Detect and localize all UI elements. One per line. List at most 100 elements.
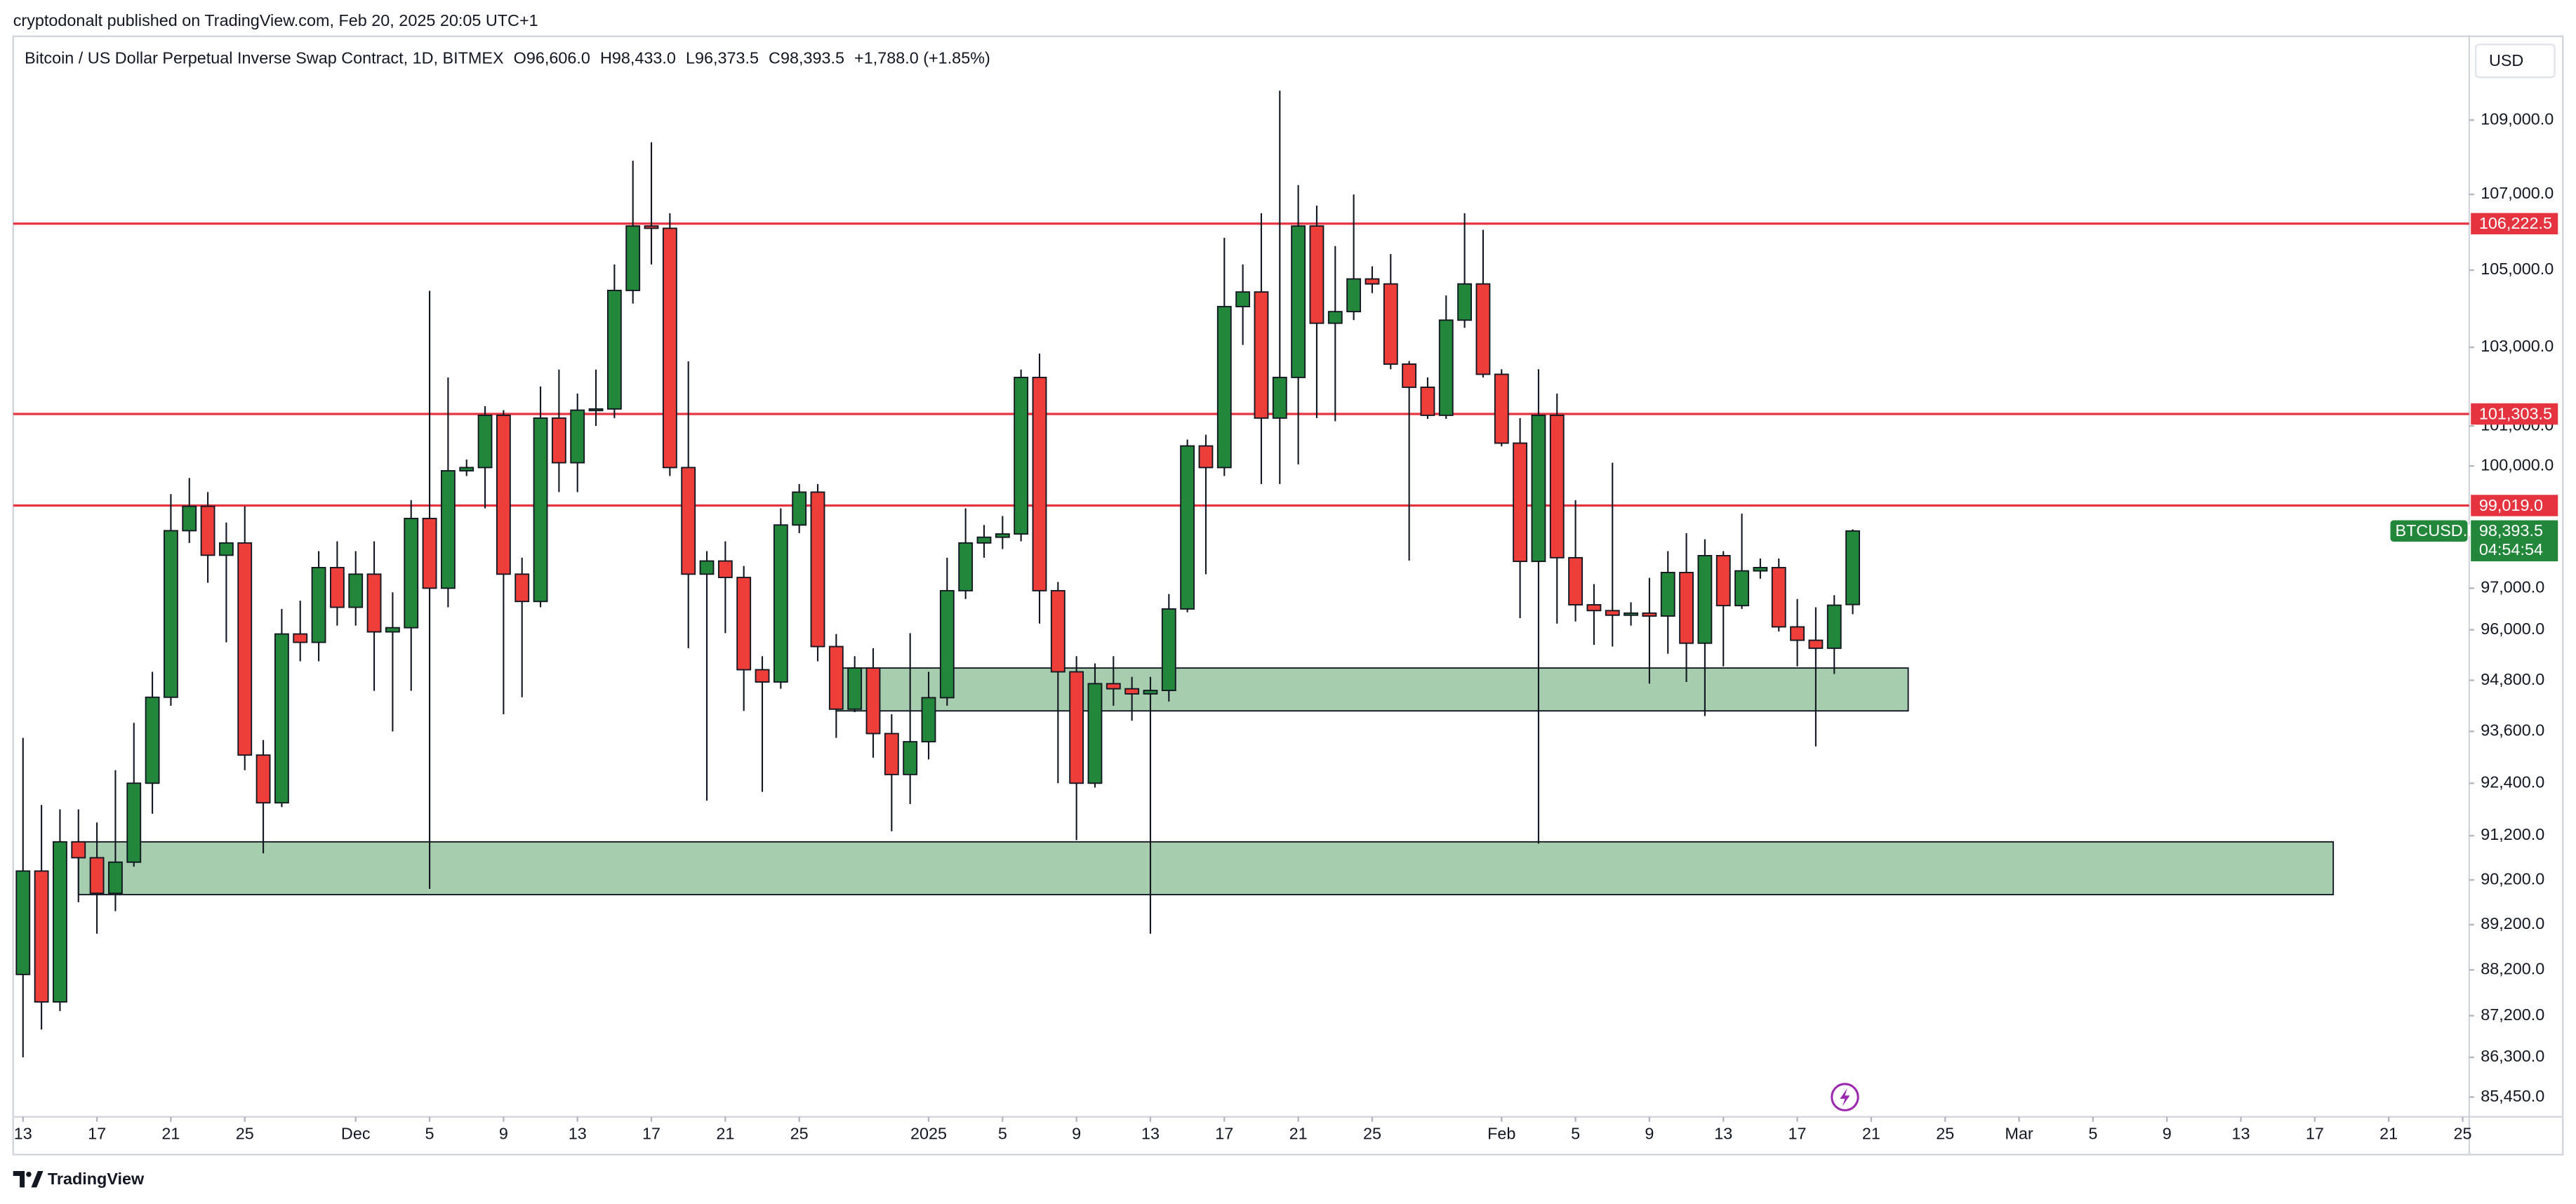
x-tick-label: 25 [790,1125,809,1143]
support-zone [77,841,2335,896]
candle-body [792,491,807,526]
x-tick-label: 25 [1363,1125,1381,1143]
candle-body [385,627,400,633]
candle-body [1549,414,1565,558]
x-tick-label: 13 [14,1125,32,1143]
chart-legend: Bitcoin / US Dollar Perpetual Inverse Sw… [25,49,990,67]
candle-body [1845,530,1860,606]
x-tick-label: 25 [1936,1125,1954,1143]
candle-body [255,754,271,804]
candle-body [662,227,677,469]
x-tick-label: 13 [1714,1125,1732,1143]
x-tick-label: 21 [161,1125,180,1143]
x-tick-label: 13 [1141,1125,1160,1143]
candle-body [1586,604,1602,612]
candle-body [1715,555,1731,607]
candle-body [1494,373,1509,444]
candle-body [828,646,844,710]
y-tick-label: 87,200.0 [2481,1005,2544,1024]
candle-body [625,225,641,291]
level-price-label: 99,019.0 [2479,496,2543,514]
candle-body [1272,377,1287,419]
candle-body [570,409,585,464]
x-tick-label: 5 [425,1125,434,1143]
candle-body [274,633,289,804]
ohlc-change: +1,788.0 (+1.85%) [854,49,990,67]
candle-body [810,491,825,648]
x-tick-label: 9 [2163,1125,2172,1143]
candle-body [1050,589,1065,673]
x-tick-label: 25 [2453,1125,2471,1143]
candle-body [884,733,899,775]
candle-body [34,870,49,1003]
x-tick-label: 13 [569,1125,587,1143]
candle-body [1624,612,1639,616]
currency-label[interactable]: USD [2489,51,2523,69]
candle-body [200,505,215,556]
candle-body [847,667,863,710]
candle-body [921,697,936,743]
candle-body [1014,377,1029,535]
y-tick-label: 86,300.0 [2481,1047,2544,1065]
y-tick-label: 91,200.0 [2481,825,2544,843]
candle-body [1235,291,1251,307]
candle-body [71,841,86,859]
candle-body [1124,688,1140,695]
x-tick-label: 9 [1072,1125,1081,1143]
candle-body [126,782,142,863]
candle-body [1697,555,1713,644]
candle-body [348,573,364,608]
x-tick-label: 17 [1215,1125,1233,1143]
candle-body [736,577,752,671]
candle-body [89,857,105,895]
x-tick-label: 21 [1862,1125,1880,1143]
last-price-tag [2471,520,2558,562]
x-tick-label: 5 [998,1125,1007,1143]
candle-body [1605,610,1620,616]
candle-body [1402,363,1417,388]
candle-body [755,669,770,683]
candle-body [1143,690,1158,695]
candle-body [404,518,419,629]
y-tick-label: 105,000.0 [2481,260,2554,278]
x-tick-label: 21 [1289,1125,1308,1143]
candle-body [533,417,548,603]
candle-body [1513,442,1528,563]
candle-body [1161,608,1176,692]
candle-body [644,225,659,229]
currency-box[interactable] [2475,44,2556,79]
y-tick-label: 85,450.0 [2481,1087,2544,1105]
candle-body [681,467,696,575]
candle-body [1198,445,1214,469]
candle-body [218,542,234,556]
candle-body [903,741,918,775]
y-tick-label: 107,000.0 [2481,184,2554,202]
ohlc-low: L96,373.5 [686,49,759,67]
candle-body [164,530,178,698]
candle-body [108,861,123,895]
candle-body [477,414,493,469]
ohlc-open: O96,606.0 [514,49,590,67]
candle-body [1383,283,1398,365]
x-tick-label: 17 [642,1125,660,1143]
bar-countdown: 04:54:54 [2479,540,2543,558]
candle-body [182,505,197,532]
x-tick-label: 25 [236,1125,254,1143]
candle-body [1346,278,1362,313]
level-price-label: 106,222.5 [2479,214,2552,232]
candle-body [15,870,31,975]
plot-area [13,91,2469,1057]
alert-icon[interactable] [1831,1083,1859,1111]
candle-body [459,467,474,471]
candle-body [606,290,622,410]
y-tick-label: 100,000.0 [2481,455,2554,474]
support-zone [835,667,1909,712]
brand-logo [13,1171,44,1188]
x-tick-label: 17 [1788,1125,1807,1143]
candle-body [1032,377,1047,591]
candle-body [1568,556,1584,606]
candle-body [1660,572,1675,617]
y-tick-label: 109,000.0 [2481,109,2554,128]
